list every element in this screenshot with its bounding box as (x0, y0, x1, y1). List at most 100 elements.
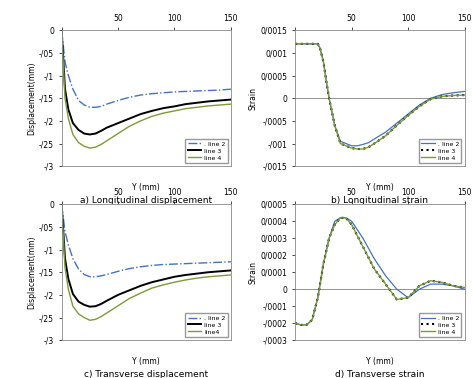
Line: line 3: line 3 (295, 218, 465, 325)
. line 2 (450, 284, 456, 288)
line 3 (405, 113, 411, 118)
line 4 (394, 123, 400, 128)
line 3 (127, 288, 132, 293)
line 4 (127, 124, 132, 129)
line 3 (428, 279, 434, 283)
Line: line 3: line 3 (295, 44, 465, 149)
line4 (70, 304, 76, 308)
line 3 (228, 268, 234, 273)
. line 2 (332, 219, 337, 223)
line 3 (372, 266, 377, 271)
. line 2 (183, 261, 189, 266)
. line 2 (92, 105, 98, 110)
line 3 (304, 323, 310, 327)
line 4 (462, 93, 467, 97)
. line 2 (76, 267, 82, 271)
. line 2 (62, 60, 68, 64)
line 3 (292, 42, 298, 46)
line 4 (98, 142, 104, 147)
line 4 (82, 144, 87, 149)
line 4 (70, 132, 76, 137)
line 4 (59, 28, 64, 33)
. line 2 (92, 274, 98, 279)
line4 (115, 304, 121, 308)
line 3 (183, 102, 189, 106)
line 4 (349, 222, 355, 227)
line 3 (138, 112, 144, 116)
line 3 (310, 42, 315, 46)
. line 2 (183, 89, 189, 94)
Line: line 3: line 3 (62, 30, 231, 135)
line 4 (372, 141, 377, 146)
. line 2 (394, 121, 400, 125)
. line 2 (462, 287, 467, 291)
Text: d) Transverse strain: d) Transverse strain (335, 370, 425, 378)
. line 2 (349, 144, 355, 148)
line 4 (87, 146, 93, 150)
. line 2 (292, 42, 298, 46)
line 4 (355, 147, 360, 151)
line 4 (115, 131, 121, 136)
. line 2 (405, 296, 411, 300)
Y-axis label: Strain: Strain (249, 87, 258, 110)
. line 2 (310, 318, 315, 322)
. line 2 (366, 140, 372, 145)
line 4 (324, 82, 330, 87)
. line 2 (138, 93, 144, 97)
line4 (127, 296, 132, 301)
line 3 (417, 284, 422, 288)
. line 2 (98, 104, 104, 108)
line 3 (326, 236, 332, 240)
. line 2 (87, 105, 93, 110)
line 3 (292, 321, 298, 325)
line 3 (172, 104, 177, 108)
line 4 (304, 42, 310, 46)
. line 2 (343, 215, 349, 220)
line 4 (183, 106, 189, 111)
line 3 (98, 302, 104, 306)
line 3 (149, 108, 155, 113)
. line 2 (65, 243, 71, 247)
. line 2 (298, 42, 304, 46)
line 3 (360, 147, 366, 151)
line 3 (160, 106, 166, 110)
. line 2 (439, 282, 445, 287)
line 3 (183, 273, 189, 277)
Line: . line 2: . line 2 (295, 218, 465, 325)
line 3 (320, 262, 326, 266)
line 3 (87, 304, 93, 309)
. line 2 (76, 98, 82, 103)
. line 2 (194, 89, 200, 93)
line 4 (298, 42, 304, 46)
line 4 (360, 147, 366, 151)
line 3 (59, 28, 64, 33)
line 4 (138, 119, 144, 123)
. line 2 (98, 274, 104, 278)
line4 (217, 274, 222, 278)
line 3 (104, 125, 109, 130)
. line 2 (172, 90, 177, 94)
line 3 (59, 202, 64, 206)
line 4 (462, 285, 467, 290)
. line 2 (228, 260, 234, 264)
. line 2 (194, 261, 200, 265)
. line 2 (104, 272, 109, 277)
line 3 (70, 121, 76, 125)
. line 2 (206, 260, 211, 265)
. line 2 (320, 60, 326, 64)
. line 2 (462, 89, 467, 94)
line 3 (360, 245, 366, 249)
line 3 (315, 42, 320, 46)
line 4 (360, 245, 366, 249)
line 3 (115, 121, 121, 125)
. line 2 (87, 274, 93, 279)
line4 (65, 287, 71, 292)
line 3 (76, 128, 82, 132)
. line 2 (217, 88, 222, 92)
. line 2 (326, 236, 332, 240)
line 4 (315, 42, 320, 46)
line4 (228, 273, 234, 277)
line 3 (394, 297, 400, 302)
. line 2 (337, 215, 343, 220)
line 3 (383, 133, 388, 138)
